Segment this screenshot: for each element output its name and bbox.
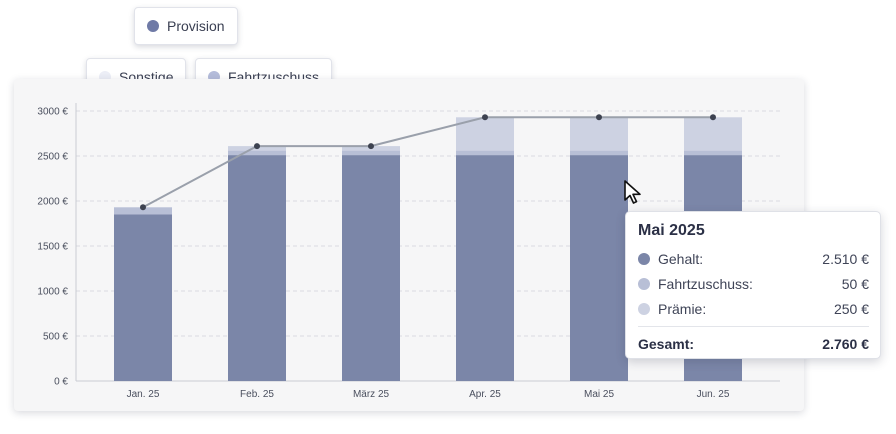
total-point (140, 204, 146, 211)
x-tick-label: Feb. 25 (240, 389, 274, 400)
tooltip-title: Mai 2025 (638, 222, 705, 239)
gehalt-color-dot (638, 252, 650, 265)
total-point (596, 114, 602, 121)
bar-segment (114, 207, 172, 215)
tooltip-label: Gehalt: (658, 250, 704, 267)
y-tick-label: 0 € (54, 377, 68, 388)
bar-segment (570, 117, 628, 151)
bar-segment (456, 150, 514, 156)
bar-segment (684, 117, 742, 151)
tooltip-row-fahrtzuschuss: Fahrtzuschuss: 50 € (638, 271, 869, 296)
bar-segment (570, 150, 628, 156)
praemie-color-dot (638, 302, 650, 315)
tooltip-label: Prämie: (658, 300, 707, 317)
bar-segment (114, 214, 172, 381)
tooltip-row-gehalt: Gehalt: 2.510 € (638, 246, 869, 271)
legend-item-provision[interactable]: Provision (134, 7, 238, 45)
x-tick-label: Apr. 25 (469, 389, 501, 400)
y-tick-label: 500 € (43, 332, 68, 343)
tooltip-value: 2.510 € (822, 250, 869, 267)
tooltip-total-label: Gesamt: (638, 336, 695, 352)
x-tick-label: März 25 (353, 389, 390, 400)
provision-color-dot (147, 20, 159, 32)
tooltip-divider (638, 326, 869, 327)
y-tick-label: 2000 € (37, 197, 68, 208)
tooltip-total-row: Gesamt: 2.760 € (638, 327, 869, 361)
bar-segment (228, 155, 286, 381)
y-tick-label: 3000 € (37, 107, 68, 118)
total-point (710, 114, 716, 121)
y-tick-label: 1500 € (37, 242, 68, 253)
tooltip-total-value: 2.760 € (822, 336, 869, 352)
bar-segment (684, 150, 742, 156)
tooltip-value: 250 € (833, 300, 869, 317)
total-line (142, 116, 713, 209)
legend-label-provision: Provision (167, 18, 225, 34)
fahrtzuschuss-color-dot (638, 277, 650, 290)
bar-segment (456, 155, 514, 381)
total-point (254, 143, 260, 150)
bar-segment (228, 150, 286, 156)
bar-segment (342, 155, 400, 381)
tooltip-label: Fahrtzuschuss: (658, 275, 753, 292)
total-point (482, 114, 488, 121)
chart-tooltip: Mai 2025 Gehalt: 2.510 € Fahrtzuschuss: … (625, 211, 881, 359)
bar-segment (570, 155, 628, 381)
x-tick-label: Mai 25 (584, 389, 614, 400)
y-tick-label: 1000 € (37, 287, 68, 298)
x-tick-label: Jun. 25 (697, 389, 730, 400)
y-tick-label: 2500 € (37, 152, 68, 163)
mouse-pointer-icon (623, 180, 647, 211)
tooltip-row-praemie: Prämie: 250 € (638, 296, 869, 321)
bar-segment (342, 150, 400, 156)
tooltip-value: 50 € (841, 275, 869, 292)
total-point (368, 143, 374, 150)
x-tick-label: Jan. 25 (127, 389, 160, 400)
